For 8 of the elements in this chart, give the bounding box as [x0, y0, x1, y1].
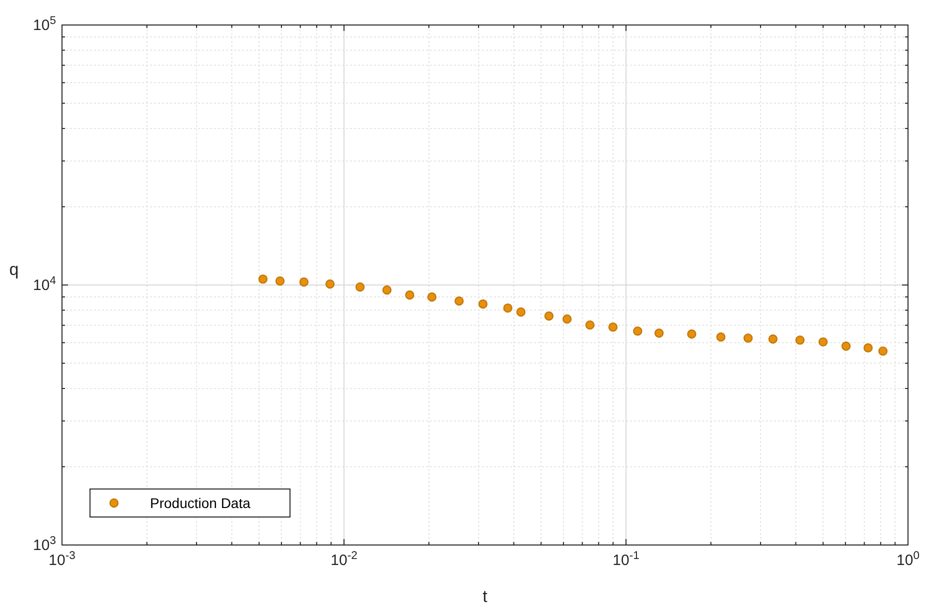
x-tick-label: 10$^{-2}$	[330, 550, 358, 569]
y-tick-label: 10$^{5}$	[33, 15, 56, 34]
x-tick-label: 10$^{-1}$	[612, 550, 640, 569]
x-tick-label: 10$^{0}$	[896, 550, 920, 569]
y-axis-title: q	[9, 260, 19, 279]
legend-label: Production Data	[150, 495, 251, 511]
y-tick-label: 10$^{4}$	[33, 275, 56, 294]
x-axis-title: t	[482, 587, 488, 606]
